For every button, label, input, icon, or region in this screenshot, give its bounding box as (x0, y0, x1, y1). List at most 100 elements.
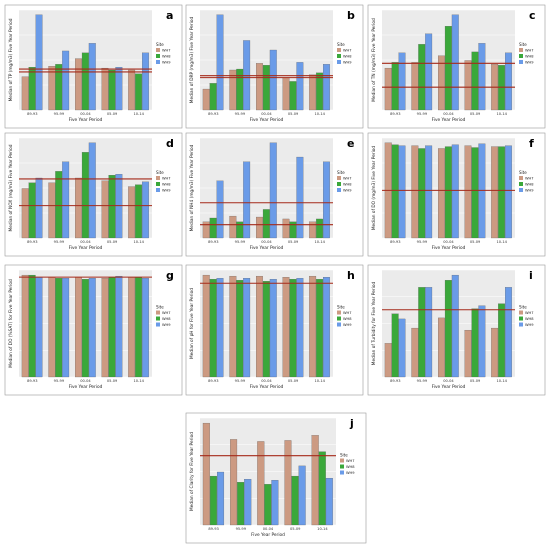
x-tick-label: 95-99 (417, 240, 428, 244)
x-tick-label: 95-99 (417, 379, 428, 383)
x-axis-label: Five Year Period (69, 245, 103, 251)
bar-wh7-95-99 (411, 62, 419, 111)
x-tick-label: 95-99 (236, 527, 247, 531)
legend-swatch-wh8 (156, 54, 160, 58)
bar-wh8-05-09 (289, 221, 297, 239)
bar-wh9-89-93 (35, 277, 43, 378)
bar-wh8-10-14 (498, 303, 505, 378)
bar-wh9-05-09 (296, 278, 304, 378)
bar-wh7-00-04 (75, 277, 82, 378)
bar-wh7-10-14 (491, 327, 499, 378)
legend-swatch-wh9 (519, 322, 523, 327)
bar-wh9-00-04 (451, 14, 459, 111)
x-tick-label: 89-93 (27, 112, 37, 116)
x-tick-label: 95-99 (54, 379, 65, 383)
legend-title: Site (340, 453, 348, 458)
chart-panel-f: 89-93 95-99 00-04 05-09 10-14 Five Year Perio… (367, 132, 546, 257)
legend-swatch-wh9 (156, 60, 160, 64)
x-tick-label: 00-04 (443, 112, 454, 116)
legend-label-wh7: WH7 (525, 176, 534, 180)
x-tick-label: 89-93 (27, 379, 37, 383)
legend-swatch-wh7 (156, 310, 160, 315)
x-tick-label: 00-04 (263, 527, 274, 531)
bar-wh7-10-14 (128, 69, 136, 111)
bar-wh8-00-04 (262, 209, 270, 239)
bar-wh9-89-93 (35, 177, 43, 239)
bar-wh8-05-09 (471, 147, 479, 239)
bar-wh8-05-09 (289, 81, 297, 111)
legend-label-wh7: WH7 (162, 311, 171, 315)
bar-wh9-89-93 (35, 14, 43, 111)
bar-wh7-10-14 (309, 74, 317, 111)
legend-label-wh8: WH8 (162, 54, 171, 58)
bar-wh9-00-04 (88, 142, 96, 239)
x-tick-label: 10-14 (496, 112, 507, 116)
legend-label-wh8: WH8 (346, 465, 355, 469)
chart-panel-g: 89-93 95-99 00-04 05-09 10-14 Five Year Perio… (4, 264, 183, 396)
bar-wh8-00-04 (444, 146, 452, 239)
bar-wh7-00-04 (438, 148, 445, 239)
bar-wh9-05-09 (115, 275, 123, 378)
bar-wh7-89-93 (384, 67, 392, 111)
x-axis-label: Five Year Period (250, 245, 284, 251)
legend-title: Site (156, 305, 164, 310)
bar-wh8-10-14 (135, 277, 142, 378)
legend-swatch-wh9 (340, 470, 344, 475)
legend-swatch-wh9 (337, 188, 341, 192)
bar-wh7-10-14 (491, 146, 499, 239)
x-axis-label: Five Year Period (432, 245, 466, 251)
bar-wh9-05-09 (115, 67, 123, 111)
bar-wh7-05-09 (282, 77, 290, 111)
legend-label-wh7: WH7 (525, 48, 534, 52)
legend-label-wh7: WH7 (343, 311, 352, 315)
bar-wh8-95-99 (418, 44, 426, 111)
panel-letter: e (347, 137, 354, 150)
bar-wh8-89-93 (209, 217, 217, 239)
legend-swatch-wh8 (519, 54, 523, 58)
bar-wh7-05-09 (101, 67, 109, 111)
bar-wh8-95-99 (418, 148, 426, 239)
y-axis-label: Median of NOX (mg/m3) Five Year Period (8, 144, 14, 231)
legend-label-wh8: WH8 (343, 54, 352, 58)
legend-swatch-wh8 (156, 182, 160, 186)
bar-wh7-05-09 (101, 278, 109, 378)
bar-wh7-05-09 (101, 180, 109, 239)
bar-wh7-95-99 (230, 439, 238, 526)
panel-letter: h (347, 269, 355, 282)
bar-wh7-00-04 (75, 58, 82, 111)
x-tick-label: 89-93 (390, 112, 400, 116)
x-axis-label: Five Year Period (250, 117, 284, 123)
bar-wh9-95-99 (243, 161, 251, 239)
bar-wh9-05-09 (478, 43, 486, 111)
legend-title: Site (519, 305, 527, 310)
bar-wh8-89-93 (209, 83, 217, 111)
x-axis-label: Five Year Period (251, 532, 285, 538)
bar-wh7-00-04 (256, 275, 263, 378)
x-tick-label: 05-09 (107, 240, 118, 244)
legend-label-wh9: WH9 (346, 471, 355, 475)
legend-swatch-wh7 (156, 48, 160, 52)
x-tick-label: 89-93 (390, 379, 400, 383)
bar-wh8-89-93 (391, 313, 399, 378)
x-tick-label: 00-04 (261, 240, 272, 244)
legend-label-wh9: WH9 (162, 323, 171, 327)
bar-wh7-05-09 (284, 440, 292, 526)
x-tick-label: 05-09 (470, 112, 481, 116)
bar-wh7-10-14 (309, 221, 317, 239)
bar-wh7-05-09 (282, 277, 290, 378)
bar-wh9-00-04 (451, 144, 459, 239)
bar-wh8-05-09 (108, 277, 116, 378)
bar-wh8-89-93 (28, 67, 36, 111)
bar-wh8-05-09 (471, 51, 479, 111)
x-tick-label: 95-99 (235, 112, 246, 116)
bar-wh7-05-09 (282, 218, 290, 239)
bar-wh9-10-14 (323, 277, 330, 378)
x-axis-label: Five Year Period (69, 117, 103, 123)
legend-label-wh9: WH9 (162, 60, 171, 64)
bar-wh9-89-93 (216, 278, 224, 378)
bar-wh7-95-99 (229, 275, 237, 378)
chart-panel-b: 89-93 95-99 00-04 05-09 10-14 Five Year Perio… (185, 4, 364, 129)
x-axis-label: Five Year Period (69, 384, 103, 390)
bar-wh8-05-09 (291, 475, 299, 526)
x-tick-label: 89-93 (208, 527, 218, 531)
